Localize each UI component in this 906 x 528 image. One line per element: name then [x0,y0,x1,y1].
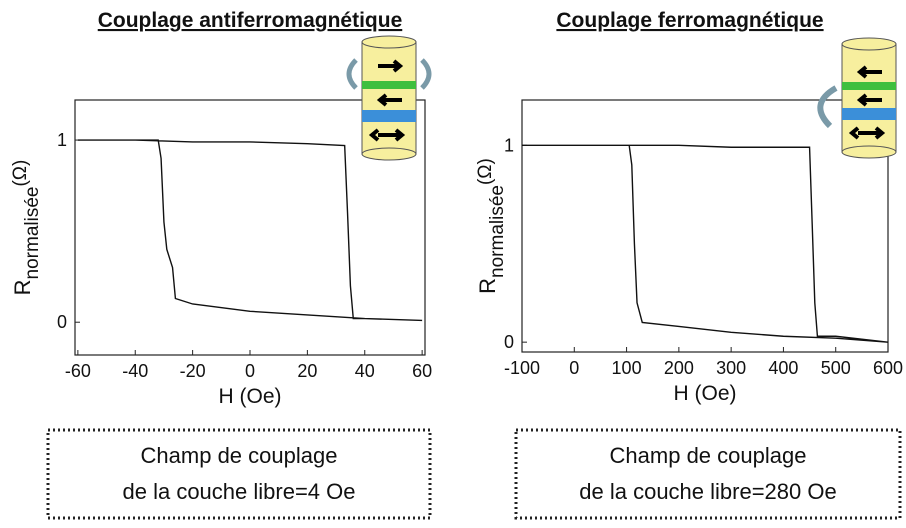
hysteresis-loop [522,144,889,343]
x-tick-label: -20 [180,361,206,381]
stack-icon [817,37,897,159]
x-tick-label: 300 [716,358,746,378]
y-tick-label: 0 [57,312,67,332]
y-tick-label: 0 [504,332,514,352]
x-tick-label: -40 [122,361,148,381]
y-label-sub: normalisée [487,185,508,278]
annotation-line: Champ de couplage [141,443,338,468]
y-axis-label: Rnormalisée(Ω) [10,160,43,296]
y-axis-label: Rnormalisée(Ω) [475,158,508,294]
x-axis-label: H (Oe) [219,385,282,408]
annotation-box [46,428,432,520]
x-tick-label: -100 [504,358,540,378]
y-label-unit: (Ω) [10,160,31,187]
x-tick-label: 20 [297,361,317,381]
x-tick-label: 60 [412,361,432,381]
stack-icon [346,35,432,161]
y-label-sub: normalisée [22,187,43,280]
x-tick-label: 400 [768,358,798,378]
x-tick-label: 200 [664,358,694,378]
annotation-box [514,428,902,520]
y-tick-label: 1 [57,130,67,150]
x-tick-label: 500 [821,358,851,378]
y-label-unit: (Ω) [475,158,496,185]
x-axis-label: H (Oe) [674,382,737,405]
x-tick-label: 40 [355,361,375,381]
chart-title: Couplage antiferromagnétique [98,9,403,32]
x-tick-label: 0 [569,358,579,378]
y-tick-label: 1 [504,135,514,155]
x-tick-label: 600 [873,358,903,378]
chart-title: Couplage ferromagnétique [556,9,823,32]
x-tick-label: -60 [65,361,91,381]
x-tick-label: 0 [245,361,255,381]
annotation-line: de la couche libre=4 Oe [123,479,356,504]
y-label-main: R [475,278,500,294]
plot-frame [521,99,889,353]
x-tick-label: 100 [612,358,642,378]
y-label-main: R [10,279,35,295]
annotation-line: Champ de couplage [610,443,807,468]
hysteresis-loop [77,139,423,322]
annotation-line: de la couche libre=280 Oe [579,479,836,504]
